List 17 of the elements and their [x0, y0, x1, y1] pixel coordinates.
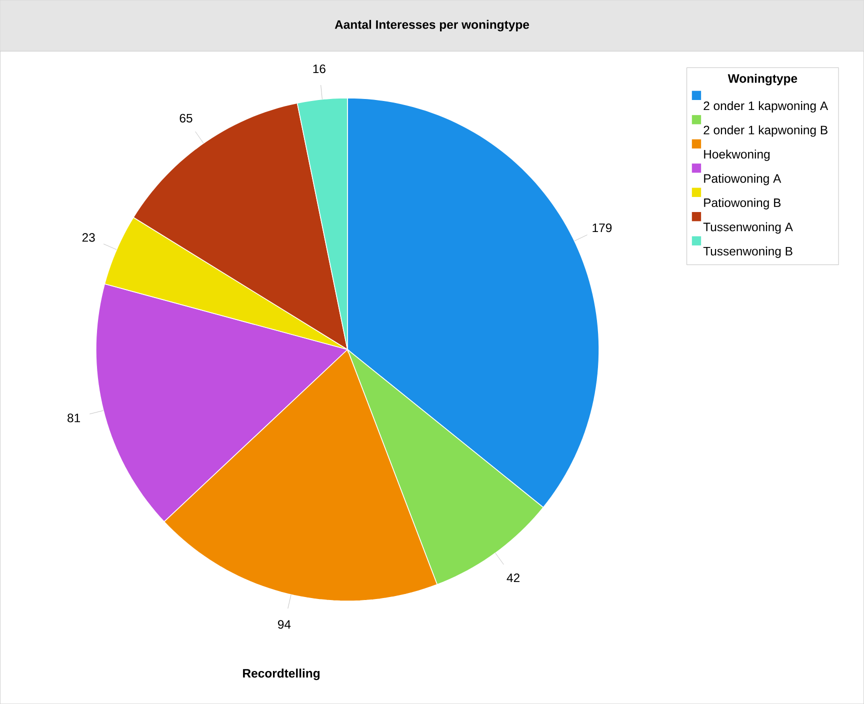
text: Recordtelling	[243, 668, 320, 680]
legend-label: Patiowoning B	[704, 198, 781, 210]
chart-title: Aantal Interesses per woningtype	[334, 20, 530, 32]
legend-title: Woningtype	[728, 74, 798, 86]
data-label: 42	[506, 573, 520, 582]
legend-label: Patiowoning A	[704, 174, 782, 186]
data-label: 81	[68, 414, 80, 422]
data-label: 65	[180, 114, 192, 122]
data-label: 23	[82, 233, 95, 242]
data-label: 16	[313, 64, 326, 74]
legend-label: 2 onder 1 kapwoning A	[704, 101, 828, 112]
legend-label: Tussenwoning A	[703, 222, 793, 234]
data-label: 179	[592, 223, 612, 232]
data-label: 94	[278, 620, 291, 629]
legend-label: 2 onder 1 kapwoning B	[704, 125, 828, 137]
legend-label: Tussenwoning B	[703, 246, 792, 258]
legend-label: Hoekwoning	[704, 150, 770, 161]
